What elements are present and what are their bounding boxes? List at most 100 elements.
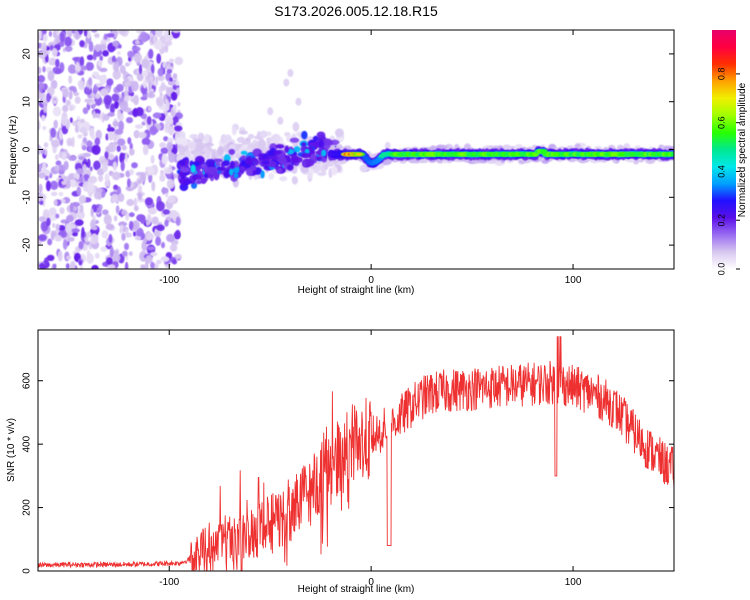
spectrogram-blob: [68, 104, 74, 112]
spectrogram-blob: [69, 260, 76, 269]
spectrogram-blob: [97, 60, 103, 67]
spectrogram-blob: [66, 137, 73, 147]
spectrogram-blob: [71, 30, 76, 34]
spectrogram-blob: [118, 120, 125, 132]
spectrogram-blob: [175, 137, 184, 145]
spectrogram-blob: [87, 146, 93, 152]
spectrogram-blob: [116, 83, 124, 92]
spectrogram-blob: [108, 233, 113, 243]
colorbar-label: Normalized spectral amplitude: [737, 82, 748, 217]
spectrogram-blob: [229, 168, 234, 176]
spectrogram-blob: [124, 242, 129, 251]
spectrogram-ylabel: Frequency (Hz): [8, 116, 19, 185]
spectrogram-blob: [321, 149, 327, 157]
spectrogram-blob: [295, 97, 302, 106]
spectrogram-blob: [229, 160, 235, 170]
spectrogram-blob: [142, 79, 148, 89]
spectrogram-blob: [50, 191, 58, 197]
colorbar-tick-label: 0.4: [716, 165, 726, 178]
spectrogram-blob: [53, 119, 58, 129]
x-tick-label: -100: [159, 275, 179, 286]
spectrogram-blob: [99, 55, 103, 62]
spectrogram-blob: [125, 116, 134, 124]
spectrogram-blob: [140, 264, 145, 269]
spectrogram-blob: [142, 144, 149, 156]
spectrogram-blob: [90, 208, 94, 218]
spectrogram-blob: [64, 179, 72, 189]
spectrogram-blob: [90, 30, 98, 33]
spectrogram-blob: [169, 77, 173, 82]
spectrogram-blob: [38, 51, 46, 59]
spectrogram-blob: [135, 107, 144, 117]
spectrogram-blob: [111, 93, 120, 102]
spectrogram-blob: [246, 157, 254, 166]
spectrogram-blob: [94, 33, 100, 38]
spectrogram-blob: [134, 130, 139, 139]
x-tick-label: 100: [565, 275, 582, 286]
spectrogram-blob: [180, 166, 190, 173]
spectrogram-blob: [81, 226, 85, 238]
spectrogram-blob: [99, 204, 103, 210]
spectrogram-blob: [88, 175, 98, 184]
spectrogram-blob: [94, 43, 101, 53]
spectrogram-blob: [50, 127, 57, 138]
spectrogram-blob: [321, 157, 327, 163]
spectrogram-blob: [161, 153, 168, 165]
spectrogram-blob: [172, 73, 178, 80]
spectrogram-blob: [289, 137, 300, 143]
spectrogram-blob: [95, 129, 102, 141]
spectrogram-blob: [257, 140, 267, 150]
spectrogram-blob: [130, 80, 139, 92]
spectrogram-blob: [123, 81, 132, 87]
snr-panel: -100 0 100 0 200 400 600 Height of straight li…: [6, 329, 675, 595]
spectrogram-blob: [166, 233, 175, 243]
spectrogram-blob: [119, 101, 129, 111]
y-tick-label: 200: [22, 499, 33, 516]
spectrogram-blob: [121, 209, 128, 216]
spectrogram-blob: [275, 144, 285, 149]
spectrogram-blob: [156, 53, 162, 64]
spectrogram-blob: [291, 176, 299, 185]
spectrogram-blob: [259, 130, 268, 139]
spectrogram-blob: [318, 139, 325, 149]
spectrogram-blob: [87, 182, 95, 194]
spectrogram-blob: [212, 158, 223, 163]
spectrogram-blob: [128, 212, 135, 218]
spectrogram-blob: [60, 219, 68, 224]
spectrogram-blob: [103, 94, 113, 106]
spectrogram-blob: [156, 201, 165, 212]
spectrogram-blob: [160, 147, 169, 155]
spectrogram-blob: [115, 205, 120, 214]
spectrogram-blob: [42, 33, 48, 43]
spectrogram-blob: [267, 160, 277, 168]
spectrogram-blob: [117, 109, 122, 119]
spectrogram-blob: [183, 150, 192, 159]
spectrogram-blob: [48, 207, 57, 216]
spectrogram-blob: [195, 142, 205, 151]
spectrogram-blob: [76, 186, 82, 196]
spectrogram-blob: [194, 174, 203, 181]
spectrogram-blob: [157, 74, 165, 82]
spectrogram-blob: [64, 45, 73, 52]
spectrogram-blob: [71, 228, 80, 233]
spectrogram-blob: [174, 80, 180, 86]
spectrogram-blob: [55, 160, 62, 166]
spectrogram-blob: [152, 112, 162, 119]
spectrogram-blob: [47, 238, 53, 246]
spectrogram-blob: [146, 246, 156, 251]
spectrogram-blob: [128, 148, 135, 156]
spectrogram-blob: [84, 98, 94, 103]
spectrogram-blob: [316, 156, 322, 161]
spectrogram-blob: [160, 256, 170, 262]
spectrogram-blob: [127, 50, 135, 58]
spectrogram-blob: [233, 160, 239, 168]
spectrogram-blob: [161, 187, 169, 194]
spectrogram-blob: [45, 180, 51, 192]
spectrogram-blob: [153, 35, 157, 44]
spectrogram-blob: [111, 55, 116, 63]
spectrogram-blob: [48, 30, 53, 37]
spectrogram-blob: [145, 235, 155, 240]
spectrogram-blob: [99, 74, 106, 86]
spectrogram-blob: [125, 62, 130, 67]
